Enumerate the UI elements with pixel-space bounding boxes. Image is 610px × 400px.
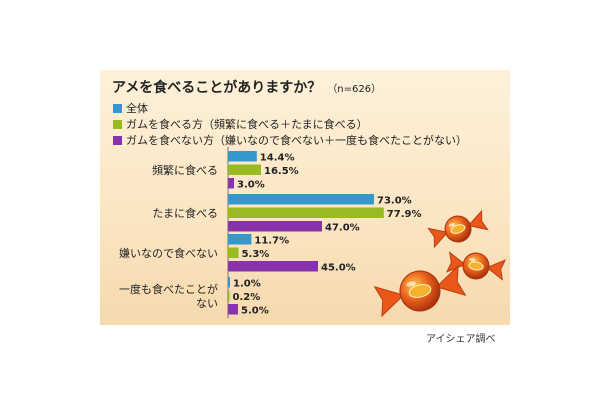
- value-label-total-0: 14.4%: [260, 153, 295, 164]
- chart-title: アメを食べることがありますか？ （n=626）: [112, 77, 381, 97]
- chart-title-text: アメを食べることがありますか？: [112, 80, 322, 96]
- legend-item-non-gum-eaters: ガムを食べない方（嫌いなので食べない＋一度も食べたことがない）: [113, 132, 467, 148]
- bar-gum-eaters-1: [228, 207, 384, 218]
- candy-illustrations: [373, 209, 507, 318]
- value-label-non-gum-eaters-2: 45.0%: [321, 263, 356, 274]
- category-label-2: 嫌いなので食べない: [119, 246, 218, 260]
- legend-swatch-total: [113, 103, 122, 113]
- legend-swatch-gum-eaters: [113, 119, 122, 129]
- value-label-non-gum-eaters-3: 5.0%: [241, 306, 269, 317]
- value-label-non-gum-eaters-1: 47.0%: [325, 223, 360, 234]
- bar-non-gum-eaters-0: [228, 178, 234, 189]
- category-label-1: たまに食べる: [152, 206, 218, 220]
- bar-gum-eaters-3: [228, 290, 230, 301]
- candy-icon-0: [427, 209, 489, 249]
- value-label-gum-eaters-0: 16.5%: [264, 166, 299, 177]
- value-label-gum-eaters-2: 5.3%: [242, 249, 270, 260]
- legend-item-gum-eaters: ガムを食べる方（頻繁に食べる＋たまに食べる）: [113, 116, 368, 132]
- category-label-3: 一度も食べたことがない: [119, 282, 218, 310]
- bar-total-2: [228, 234, 252, 245]
- bar-total-3: [228, 277, 230, 288]
- value-label-gum-eaters-3: 0.2%: [233, 292, 261, 303]
- sample-size-note: （n=626）: [327, 84, 382, 95]
- bar-non-gum-eaters-1: [228, 221, 322, 232]
- bar-total-1: [228, 194, 374, 205]
- value-label-non-gum-eaters-0: 3.0%: [237, 180, 265, 191]
- legend-label-gum-eaters: ガムを食べる方（頻繁に食べる＋たまに食べる）: [126, 118, 368, 131]
- value-label-total-1: 73.0%: [377, 196, 412, 207]
- bar-non-gum-eaters-3: [228, 304, 238, 315]
- legend-label-total: 全体: [126, 102, 148, 115]
- value-label-total-3: 1.0%: [233, 279, 261, 290]
- legend-swatch-non-gum-eaters: [113, 135, 122, 145]
- candy-icon-2: [373, 264, 467, 318]
- category-label-0: 頻繁に食べる: [152, 163, 218, 177]
- legend-label-non-gum-eaters: ガムを食べない方（嫌いなので食べない＋一度も食べたことがない）: [126, 134, 467, 147]
- bar-total-0: [228, 151, 257, 162]
- source-note: アイシェア調べ: [426, 334, 496, 345]
- legend-item-total: 全体: [113, 100, 148, 116]
- bar-gum-eaters-2: [228, 247, 239, 258]
- value-label-total-2: 11.7%: [254, 236, 289, 247]
- candy-icon-1: [445, 251, 507, 281]
- bar-non-gum-eaters-2: [228, 261, 318, 272]
- value-label-gum-eaters-1: 77.9%: [387, 209, 422, 220]
- bar-gum-eaters-0: [228, 164, 261, 175]
